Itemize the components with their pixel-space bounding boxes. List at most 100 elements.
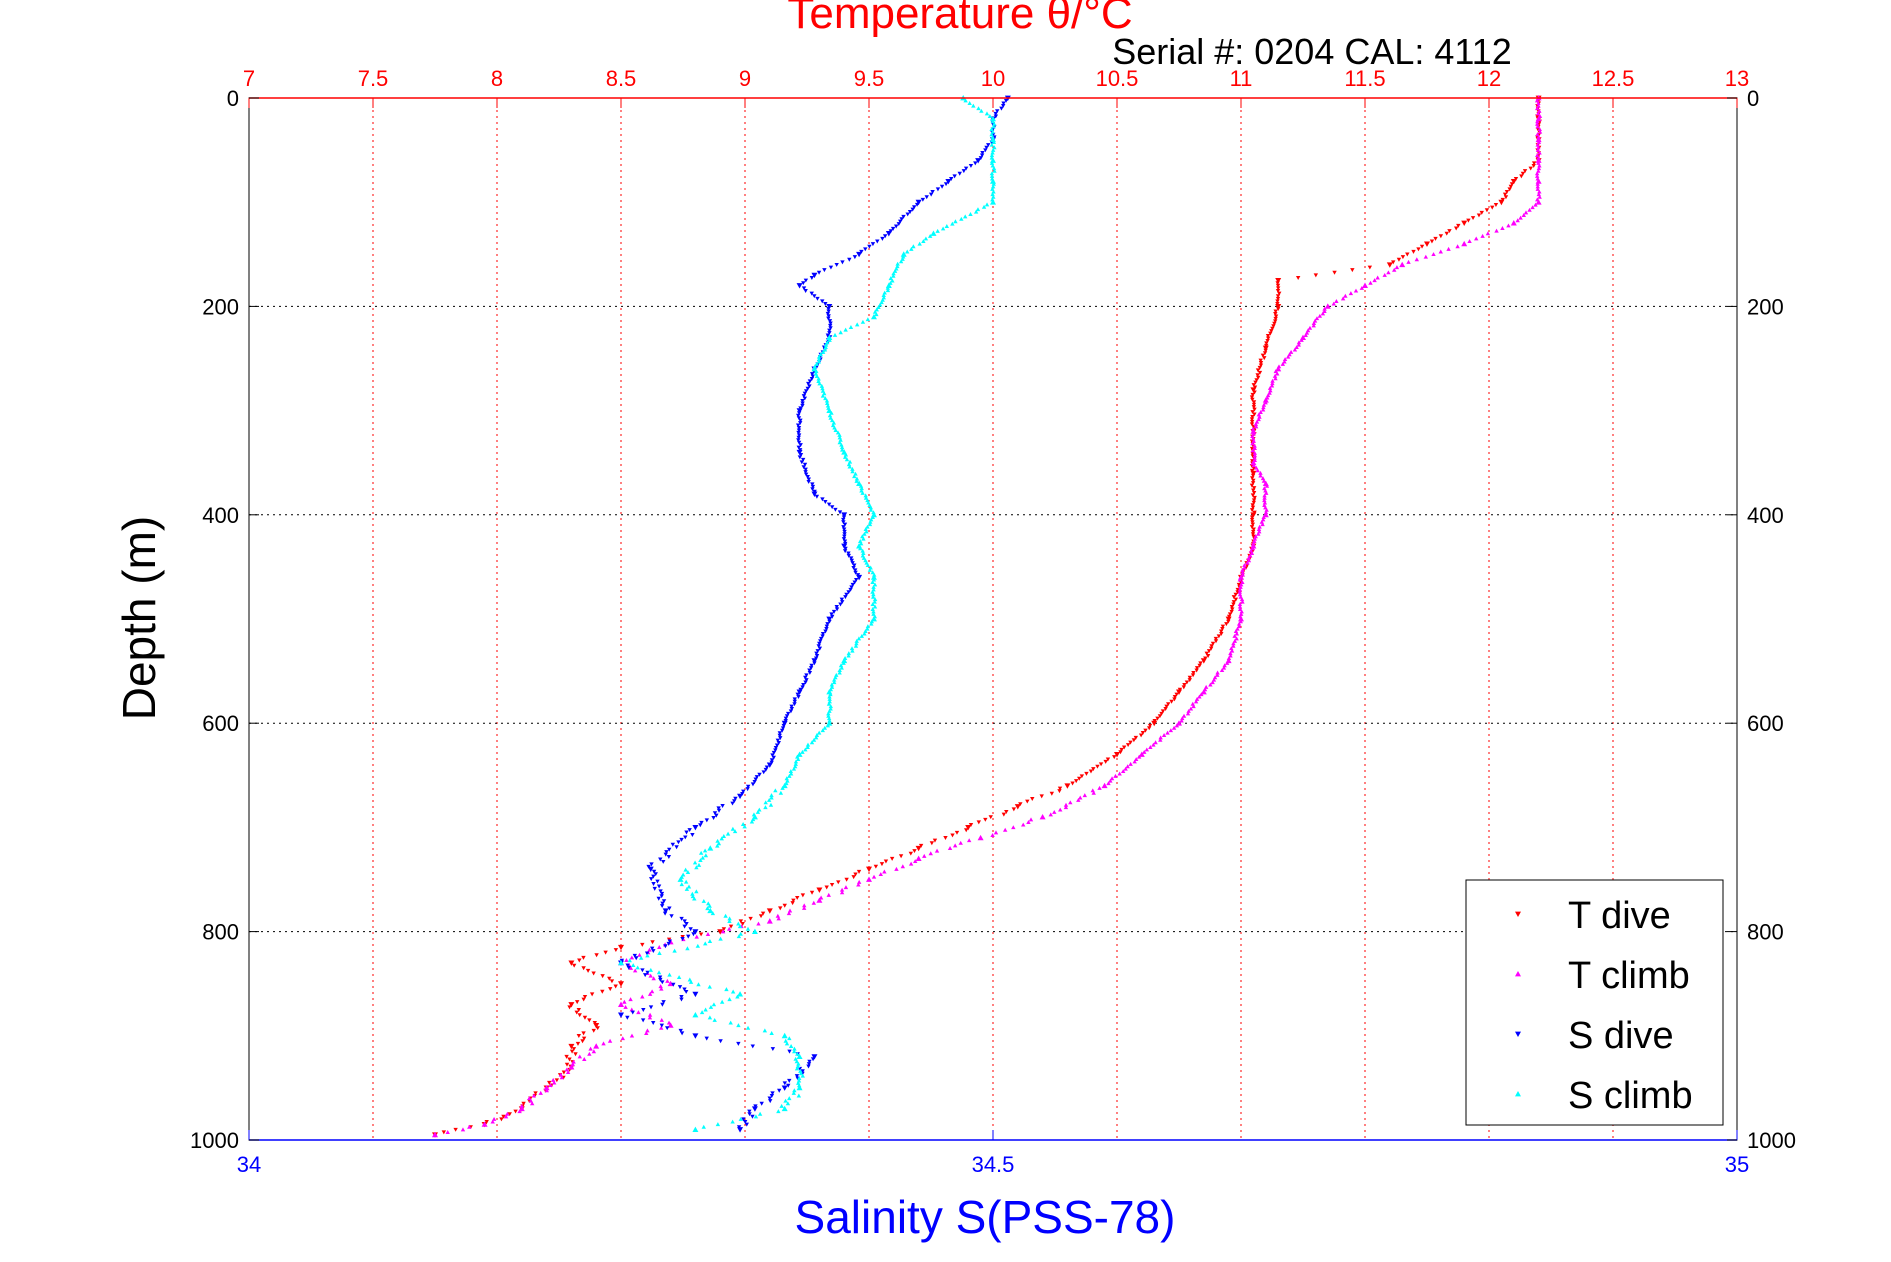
series-marker [1307, 325, 1313, 330]
series-marker [571, 1059, 576, 1064]
series-marker [796, 440, 802, 445]
series-marker [831, 609, 837, 614]
data-point [1262, 345, 1269, 352]
series-marker [529, 1101, 535, 1106]
series-marker [828, 323, 833, 328]
series-marker [810, 484, 816, 489]
series-marker [797, 455, 803, 460]
series-marker [1252, 455, 1257, 460]
series-marker [1262, 495, 1267, 500]
temperature-tick-label: 9 [739, 66, 751, 91]
data-point [1262, 397, 1269, 403]
series-marker [1534, 173, 1540, 178]
series-marker [990, 150, 995, 155]
series-marker [667, 847, 672, 852]
series-marker [577, 1054, 583, 1059]
series-marker [798, 418, 803, 423]
series-marker [1132, 759, 1137, 764]
series-marker [696, 982, 701, 987]
series-marker [666, 855, 672, 860]
series-marker [1084, 771, 1089, 776]
series-marker [1215, 670, 1220, 675]
series-s-dive [618, 95, 1011, 1133]
series-marker [763, 800, 768, 805]
series-marker [796, 416, 802, 421]
data-point [990, 199, 996, 205]
series-marker [1311, 321, 1317, 325]
series-marker [786, 911, 792, 916]
series-marker [1258, 410, 1263, 414]
series-marker [1259, 519, 1265, 524]
series-marker [1172, 697, 1177, 702]
series-marker [800, 399, 805, 403]
series-marker [1213, 639, 1219, 644]
series-marker [782, 903, 787, 908]
series-marker [846, 651, 852, 656]
series-marker [1391, 260, 1396, 265]
series-marker [788, 769, 794, 774]
series-marker [1249, 419, 1255, 424]
series-marker [877, 302, 883, 307]
series-marker [992, 121, 997, 126]
series-marker [789, 707, 795, 711]
series-marker [1231, 643, 1236, 648]
series-marker [1249, 446, 1255, 451]
series-marker [581, 997, 586, 1002]
series-marker [1236, 582, 1242, 587]
series-marker [940, 226, 946, 231]
series-marker [1255, 375, 1261, 380]
series-marker [873, 864, 879, 869]
series-marker [967, 101, 972, 105]
series-marker [850, 648, 855, 653]
series-marker [1267, 390, 1272, 395]
series-marker [833, 507, 838, 512]
series-marker [700, 855, 705, 860]
temperature-tick-label: 12 [1477, 66, 1501, 91]
series-marker [1537, 194, 1542, 199]
series-marker [800, 749, 805, 754]
series-marker [838, 330, 843, 335]
series-marker [793, 759, 799, 764]
series-marker [1249, 395, 1255, 400]
legend-label: T climb [1568, 955, 1690, 997]
series-marker [820, 349, 826, 354]
series-marker [1257, 414, 1262, 419]
series-marker [882, 290, 887, 295]
series-marker [1250, 397, 1255, 402]
series-marker [636, 1010, 641, 1015]
series-marker [976, 106, 981, 111]
series-marker [659, 904, 665, 909]
series-marker [816, 644, 821, 649]
series-marker [983, 817, 988, 822]
data-point [811, 365, 818, 372]
series-marker [838, 663, 844, 668]
series-marker [658, 984, 663, 989]
series-marker [1250, 410, 1255, 415]
series-marker [863, 527, 868, 531]
series-marker [1502, 192, 1508, 197]
series-marker [987, 114, 993, 118]
series-marker [1262, 500, 1268, 505]
series-t-climb [432, 95, 1543, 1138]
series-marker [1506, 223, 1511, 228]
series-marker [1229, 609, 1234, 614]
series-marker [1474, 236, 1479, 241]
series-marker [774, 743, 780, 748]
salinity-tick-label: 35 [1725, 1152, 1749, 1177]
series-marker [733, 796, 738, 801]
series-marker [674, 845, 679, 850]
series-marker [1515, 218, 1520, 223]
series-marker [798, 443, 803, 448]
depth-tick-label-left: 600 [202, 711, 239, 736]
series-marker [768, 1099, 773, 1104]
series-marker [846, 590, 851, 595]
series-marker [1105, 757, 1111, 762]
series-marker [810, 487, 815, 492]
series-marker [950, 833, 955, 838]
series-marker [958, 840, 963, 845]
series-marker [844, 457, 850, 462]
series-marker [736, 1041, 741, 1046]
series-marker [900, 256, 905, 261]
series-marker [795, 423, 801, 428]
series-marker [862, 531, 867, 536]
